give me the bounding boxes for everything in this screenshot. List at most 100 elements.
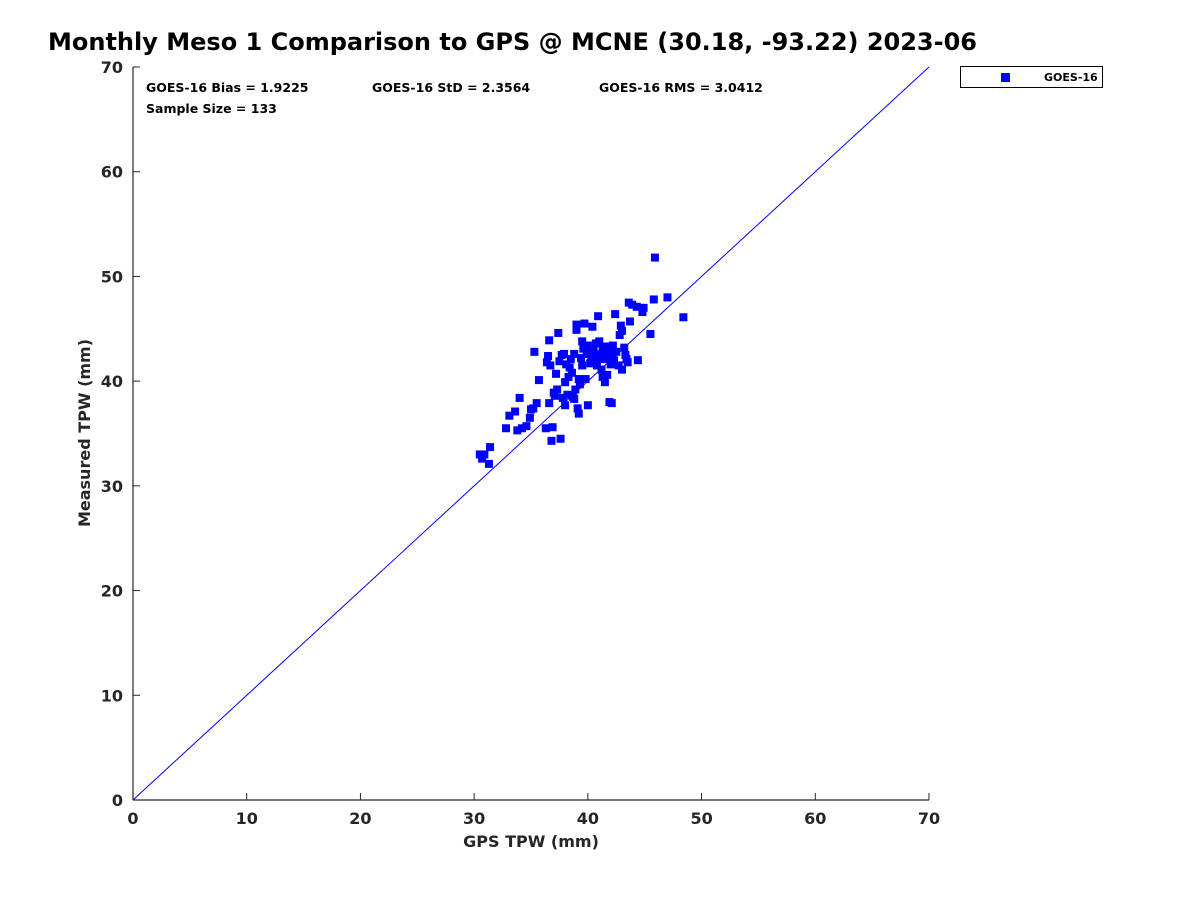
data-point (553, 385, 562, 394)
axis-labels: GPS TPW (mm) Measured TPW (mm) (75, 339, 599, 851)
data-point (534, 376, 543, 385)
data-point (617, 365, 626, 374)
data-point (545, 336, 554, 345)
data-point (566, 355, 575, 364)
data-point (558, 393, 567, 402)
data-point (572, 320, 581, 329)
bias-stat: GOES-16 Bias = 1.9225 (146, 80, 309, 95)
data-point (486, 443, 495, 452)
data-point (581, 375, 590, 384)
data-point (596, 355, 605, 364)
data-point (612, 347, 621, 356)
data-point (525, 413, 534, 422)
data-point (633, 356, 642, 365)
y-tick-label: 60 (101, 163, 123, 182)
data-point (532, 399, 541, 408)
data-point (541, 424, 550, 433)
data-point (592, 361, 601, 370)
x-tick-label: 10 (236, 809, 258, 828)
data-point (617, 326, 626, 335)
rms-stat: GOES-16 RMS = 3.0412 (599, 80, 763, 95)
data-point (623, 358, 632, 367)
data-point (517, 424, 526, 433)
data-point (511, 407, 520, 416)
data-point (480, 450, 489, 459)
one-to-one-line (132, 66, 930, 801)
data-point (611, 310, 620, 319)
data-point (546, 361, 555, 370)
data-point (646, 330, 655, 339)
data-point (574, 409, 583, 418)
data-point (590, 354, 599, 363)
data-point (570, 349, 579, 358)
data-point (567, 368, 576, 377)
data-point (621, 350, 630, 359)
x-tick-label: 20 (349, 809, 371, 828)
x-tick-label: 70 (918, 809, 940, 828)
data-point (606, 346, 615, 355)
data-point (564, 372, 573, 381)
data-point (545, 399, 554, 408)
x-tick-label: 50 (690, 809, 712, 828)
data-point (529, 404, 538, 413)
data-point (530, 347, 539, 356)
legend-label: GOES-16 (1044, 71, 1098, 84)
y-tick-label: 10 (101, 686, 123, 705)
data-point (639, 303, 648, 312)
data-point (594, 312, 603, 321)
data-point (620, 343, 629, 352)
data-point (475, 450, 484, 459)
data-point (632, 302, 641, 311)
data-point (584, 346, 593, 355)
x-tick-label: 30 (463, 809, 485, 828)
data-point (578, 337, 587, 346)
data-point (574, 375, 583, 384)
data-point (588, 322, 597, 331)
data-point (598, 372, 607, 381)
y-tick-label: 40 (101, 372, 123, 391)
sample-size-stat: Sample Size = 133 (146, 101, 277, 116)
data-point (559, 349, 568, 358)
data-point (600, 378, 609, 387)
data-point (565, 363, 574, 372)
data-point (515, 393, 524, 402)
data-point (484, 459, 493, 468)
data-point (649, 295, 658, 304)
data-point (603, 370, 612, 379)
data-point (638, 308, 647, 317)
data-point (555, 357, 564, 366)
data-point (548, 423, 557, 432)
data-point (570, 394, 579, 403)
data-point (625, 317, 634, 326)
data-point (522, 422, 531, 431)
data-point (501, 424, 510, 433)
data-point (575, 380, 584, 389)
data-point (544, 352, 553, 361)
y-axis-label: Measured TPW (mm) (75, 339, 94, 527)
axes: 0 10 20 30 40 50 60 70 0 10 20 30 40 50 60 70 (101, 58, 940, 828)
y-tick-label: 0 (112, 791, 123, 810)
data-point (595, 349, 604, 358)
data-point (595, 337, 604, 346)
x-tick-label: 40 (577, 809, 599, 828)
data-point (586, 359, 595, 368)
y-tick-label: 70 (101, 58, 123, 77)
data-point (597, 365, 606, 374)
data-point (599, 347, 608, 356)
y-tick-label: 30 (101, 477, 123, 496)
data-point (583, 341, 592, 350)
data-point (547, 436, 556, 445)
x-tick-label: 60 (804, 809, 826, 828)
y-tick-label: 20 (101, 582, 123, 601)
data-point (478, 454, 487, 463)
data-point (572, 325, 581, 334)
data-point (580, 319, 589, 328)
x-axis-label: GPS TPW (mm) (463, 832, 599, 851)
data-point (604, 342, 613, 351)
data-point (650, 253, 659, 262)
data-points (475, 253, 688, 468)
reference-line-layer (132, 66, 930, 801)
data-point (550, 391, 559, 400)
